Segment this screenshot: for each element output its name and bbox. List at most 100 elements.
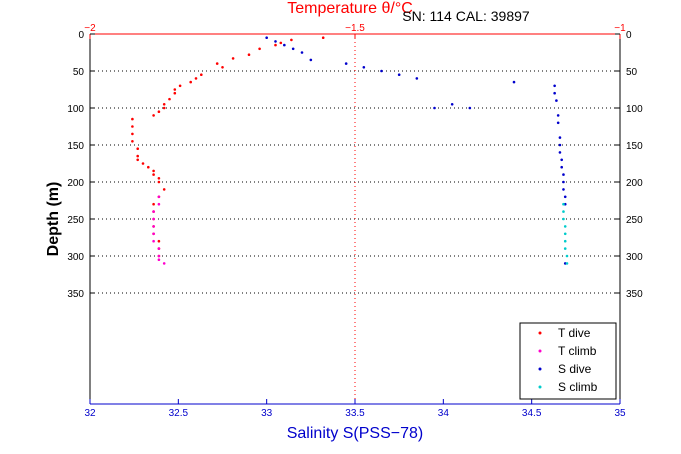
data-point — [152, 225, 155, 228]
data-point — [247, 53, 251, 57]
y-right-tick-label: 200 — [626, 178, 643, 189]
x-bottom-tick-label: 32.5 — [169, 408, 189, 419]
data-point — [556, 121, 560, 125]
data-point — [131, 125, 134, 128]
data-point — [162, 262, 166, 265]
x-bottom-tick-label: 33.5 — [345, 408, 365, 419]
data-point — [152, 169, 155, 173]
data-point — [562, 188, 565, 191]
data-point — [279, 41, 283, 45]
data-point — [136, 158, 139, 162]
y-left-tick-label: 50 — [73, 67, 85, 78]
data-point — [131, 140, 134, 143]
y-left-tick-label: 350 — [67, 289, 84, 300]
data-point — [563, 232, 567, 236]
data-point — [178, 84, 182, 88]
data-point — [433, 106, 436, 110]
data-point — [152, 202, 155, 206]
y-left-tick-label: 0 — [78, 30, 84, 41]
series-s-dive — [265, 36, 567, 265]
data-point — [162, 103, 166, 106]
data-point — [321, 36, 325, 39]
data-point — [397, 73, 401, 76]
data-point — [162, 106, 166, 110]
data-point — [563, 195, 567, 199]
data-point — [189, 80, 192, 84]
y-left-tick-label: 300 — [67, 252, 84, 263]
data-point — [141, 162, 145, 165]
data-point — [565, 262, 569, 265]
legend: T dive T climb S dive S climb — [519, 322, 617, 400]
data-point — [131, 117, 134, 121]
data-point — [563, 225, 567, 228]
chart-title: Temperature θ/°C — [287, 0, 413, 17]
data-point — [215, 62, 219, 65]
data-point — [265, 36, 268, 39]
data-point — [221, 66, 224, 69]
data-point — [558, 151, 562, 154]
legend-label: S dive — [558, 362, 592, 376]
data-point — [173, 91, 177, 95]
data-point — [157, 180, 161, 184]
data-point — [380, 69, 383, 73]
data-point — [157, 177, 161, 180]
data-point — [157, 195, 161, 199]
data-point — [562, 180, 565, 184]
data-point — [555, 99, 558, 102]
data-point — [152, 173, 155, 176]
data-point — [290, 38, 293, 42]
y-right-tick-label: 150 — [626, 141, 643, 152]
data-point — [562, 202, 565, 206]
data-point — [231, 57, 235, 60]
series-t-climb — [152, 195, 166, 265]
chart-annotation: SN: 114 CAL: 39897 — [402, 8, 530, 24]
data-point — [291, 47, 295, 51]
legend-label: T dive — [558, 326, 591, 340]
data-point — [258, 47, 261, 51]
grid-layer — [90, 34, 620, 404]
y-right-tick-label: 350 — [626, 289, 643, 300]
legend-box — [519, 322, 617, 400]
data-point — [362, 66, 366, 69]
x-bottom-tick-label: 34 — [438, 408, 450, 419]
data-point — [152, 114, 155, 117]
y-right-tick-label: 100 — [626, 104, 643, 115]
y-left-tick-label: 100 — [67, 104, 84, 115]
data-point — [560, 158, 563, 162]
data-point — [173, 88, 177, 91]
data-point — [200, 73, 203, 76]
data-point — [558, 136, 562, 139]
data-point — [562, 173, 565, 176]
x-top-tick-label: −1 — [614, 23, 626, 34]
data-point — [147, 165, 150, 169]
x-axis-label: Salinity S(PSS−78) — [287, 425, 424, 442]
data-point — [415, 77, 419, 80]
y-left-tick-label: 150 — [67, 141, 84, 152]
x-top-tick-label: −2 — [84, 23, 96, 34]
data-point — [157, 239, 161, 243]
x-bottom-tick-label: 32 — [84, 408, 96, 419]
data-point — [157, 254, 161, 258]
data-point — [512, 80, 516, 84]
x-bottom-tick-label: 34.5 — [522, 408, 542, 419]
y-right-tick-label: 50 — [626, 67, 638, 78]
data-point — [553, 84, 556, 88]
legend-marker — [538, 331, 542, 335]
legend-marker — [538, 385, 542, 389]
data-point — [563, 247, 567, 250]
y-right-tick-label: 300 — [626, 252, 643, 263]
data-point — [468, 106, 472, 110]
data-point — [274, 40, 277, 43]
data-point — [157, 247, 161, 250]
legend-marker — [538, 349, 542, 353]
data-point — [157, 202, 161, 206]
x-top-tick-label: −1.5 — [345, 23, 365, 34]
legend-label: S climb — [558, 380, 598, 394]
data-point — [168, 97, 171, 101]
data-point — [162, 188, 166, 191]
data-point — [157, 110, 161, 113]
data-point — [274, 43, 277, 47]
data-point — [136, 147, 139, 150]
